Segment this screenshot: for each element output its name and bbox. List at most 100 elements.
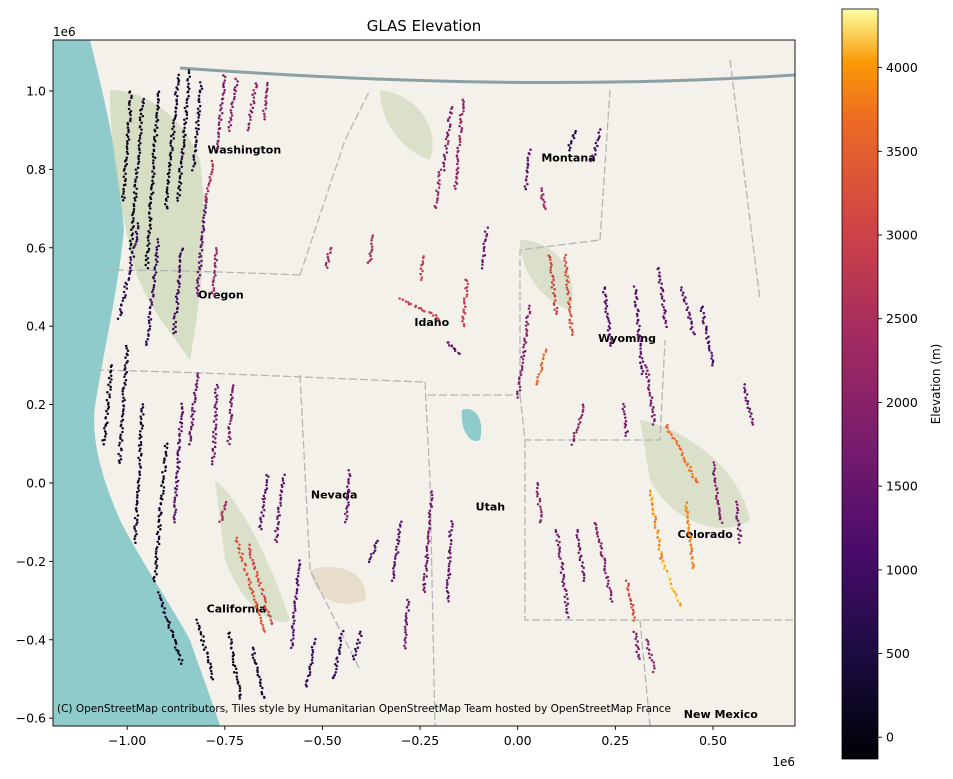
elevation-point — [653, 526, 657, 529]
elevation-point — [445, 135, 449, 138]
elevation-point — [310, 658, 314, 662]
elevation-point — [233, 86, 237, 89]
elevation-point — [451, 525, 454, 528]
elevation-point — [215, 418, 218, 421]
elevation-point — [166, 206, 169, 210]
colorbar-gradient — [841, 8, 879, 760]
elevation-point — [360, 634, 363, 638]
elevation-point — [227, 427, 231, 430]
elevation-point — [718, 511, 721, 515]
elevation-point — [125, 147, 129, 150]
satellite-track — [547, 254, 559, 315]
elevation-point — [485, 232, 489, 236]
elevation-point — [202, 213, 206, 217]
elevation-point — [693, 332, 696, 336]
elevation-point — [171, 127, 174, 131]
elevation-point — [162, 486, 166, 489]
elevation-point — [572, 136, 576, 140]
elevation-point — [174, 640, 178, 644]
elevation-point — [295, 581, 299, 585]
y-tick-label: −0.2 — [16, 554, 46, 569]
elevation-point — [212, 435, 215, 438]
elevation-point — [448, 546, 452, 549]
elevation-point — [482, 242, 485, 245]
elevation-point — [232, 670, 236, 674]
elevation-point — [139, 142, 142, 145]
elevation-point — [648, 391, 651, 395]
elevation-point — [147, 334, 150, 338]
elevation-point — [195, 379, 199, 382]
elevation-point — [657, 280, 661, 284]
elevation-point — [552, 292, 555, 295]
elevation-point — [154, 562, 157, 565]
elevation-point — [751, 418, 754, 421]
elevation-point — [645, 366, 648, 369]
elevation-point — [566, 292, 569, 296]
elevation-point — [605, 576, 608, 579]
elevation-point — [196, 372, 200, 375]
elevation-point — [222, 81, 226, 85]
elevation-point — [211, 168, 214, 171]
elevation-point — [155, 248, 159, 251]
elevation-point — [196, 270, 200, 274]
elevation-point — [609, 337, 613, 340]
elevation-point — [125, 347, 128, 350]
elevation-point — [211, 283, 215, 287]
elevation-point — [540, 515, 543, 518]
elevation-point — [713, 467, 717, 470]
elevation-point — [624, 416, 627, 419]
elevation-point — [646, 369, 649, 372]
elevation-point — [172, 327, 175, 331]
elevation-point — [554, 299, 557, 302]
elevation-point — [122, 187, 125, 191]
elevation-point — [147, 212, 151, 215]
elevation-point — [168, 168, 171, 171]
elevation-point — [257, 611, 260, 615]
elevation-point — [154, 271, 158, 274]
satellite-track — [157, 591, 184, 665]
elevation-point — [126, 142, 129, 146]
elevation-point — [623, 405, 626, 408]
elevation-point — [428, 509, 432, 513]
elevation-point — [462, 317, 465, 320]
elevation-point — [406, 301, 410, 304]
elevation-point — [139, 454, 143, 457]
elevation-point — [660, 553, 663, 556]
elevation-point — [346, 492, 349, 496]
x-tick-label: −0.75 — [206, 733, 244, 748]
elevation-point — [261, 623, 265, 627]
elevation-point — [397, 533, 400, 536]
elevation-point — [550, 263, 553, 266]
elevation-point — [229, 116, 232, 120]
elevation-point — [124, 293, 127, 297]
elevation-point — [175, 488, 178, 491]
elevation-point — [217, 121, 221, 124]
elevation-point — [121, 392, 125, 396]
elevation-point — [119, 424, 123, 428]
elevation-point — [128, 111, 132, 115]
elevation-point — [663, 564, 667, 568]
elevation-point — [667, 575, 670, 579]
elevation-point — [604, 302, 608, 305]
elevation-point — [135, 240, 138, 243]
elevation-point — [154, 555, 158, 559]
elevation-point — [711, 359, 715, 362]
elevation-point — [639, 361, 642, 364]
elevation-point — [568, 305, 572, 309]
satellite-track — [190, 81, 204, 172]
elevation-point — [213, 414, 217, 418]
elevation-point — [259, 681, 262, 685]
elevation-point — [122, 184, 126, 187]
elevation-point — [688, 311, 691, 314]
elevation-point — [265, 94, 268, 98]
y-axis-offset-label: 1e6 — [53, 25, 76, 39]
elevation-point — [157, 591, 160, 594]
elevation-point — [523, 349, 527, 353]
elevation-point — [665, 569, 669, 573]
elevation-point — [702, 311, 706, 315]
elevation-point — [176, 196, 179, 200]
elevation-point — [428, 522, 432, 526]
basemap-great-salt-lake — [461, 409, 482, 441]
elevation-point — [565, 269, 568, 272]
elevation-point — [191, 413, 194, 416]
